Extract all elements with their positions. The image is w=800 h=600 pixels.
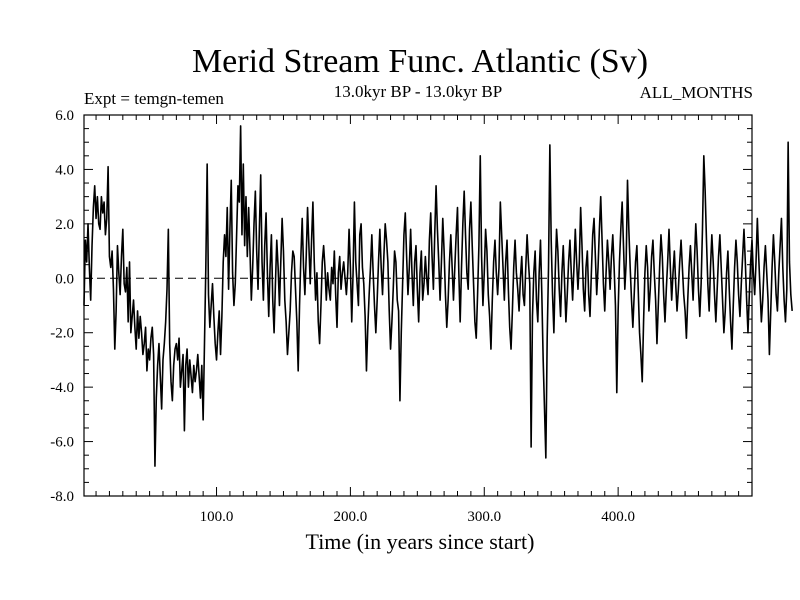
plot-frame [83,114,753,497]
chart-title: Merid Stream Func. Atlantic (Sv) [192,43,648,80]
y-tick-label: 0.0 [55,271,74,287]
period-label: 13.0kyr BP - 13.0kyr BP [334,82,502,101]
experiment-label: Expt = temgn-temen [84,89,224,108]
y-tick-label: 4.0 [55,162,74,178]
tick-labels: -8.0 -6.0 -4.0 -2.0 0.0 2.0 4.0 6.0 100.0 200.0 30… [50,108,635,525]
x-axis-label: Time (in years since start) [306,529,535,554]
months-label: ALL_MONTHS [640,83,753,102]
x-tick-label: 200.0 [334,509,368,525]
y-tick-label: -6.0 [50,435,74,451]
y-tick-label: -2.0 [50,326,74,342]
y-tick-label: 6.0 [55,108,74,124]
x-tick-label: 100.0 [200,509,234,525]
axis-ticks [84,114,753,497]
y-tick-label: 2.0 [55,217,74,233]
series-group [83,125,793,467]
y-tick-label: -4.0 [50,380,74,396]
x-tick-label: 400.0 [601,509,635,525]
y-tick-label: -8.0 [50,489,74,505]
x-tick-label: 300.0 [467,509,501,525]
series-line-0 [83,125,793,467]
